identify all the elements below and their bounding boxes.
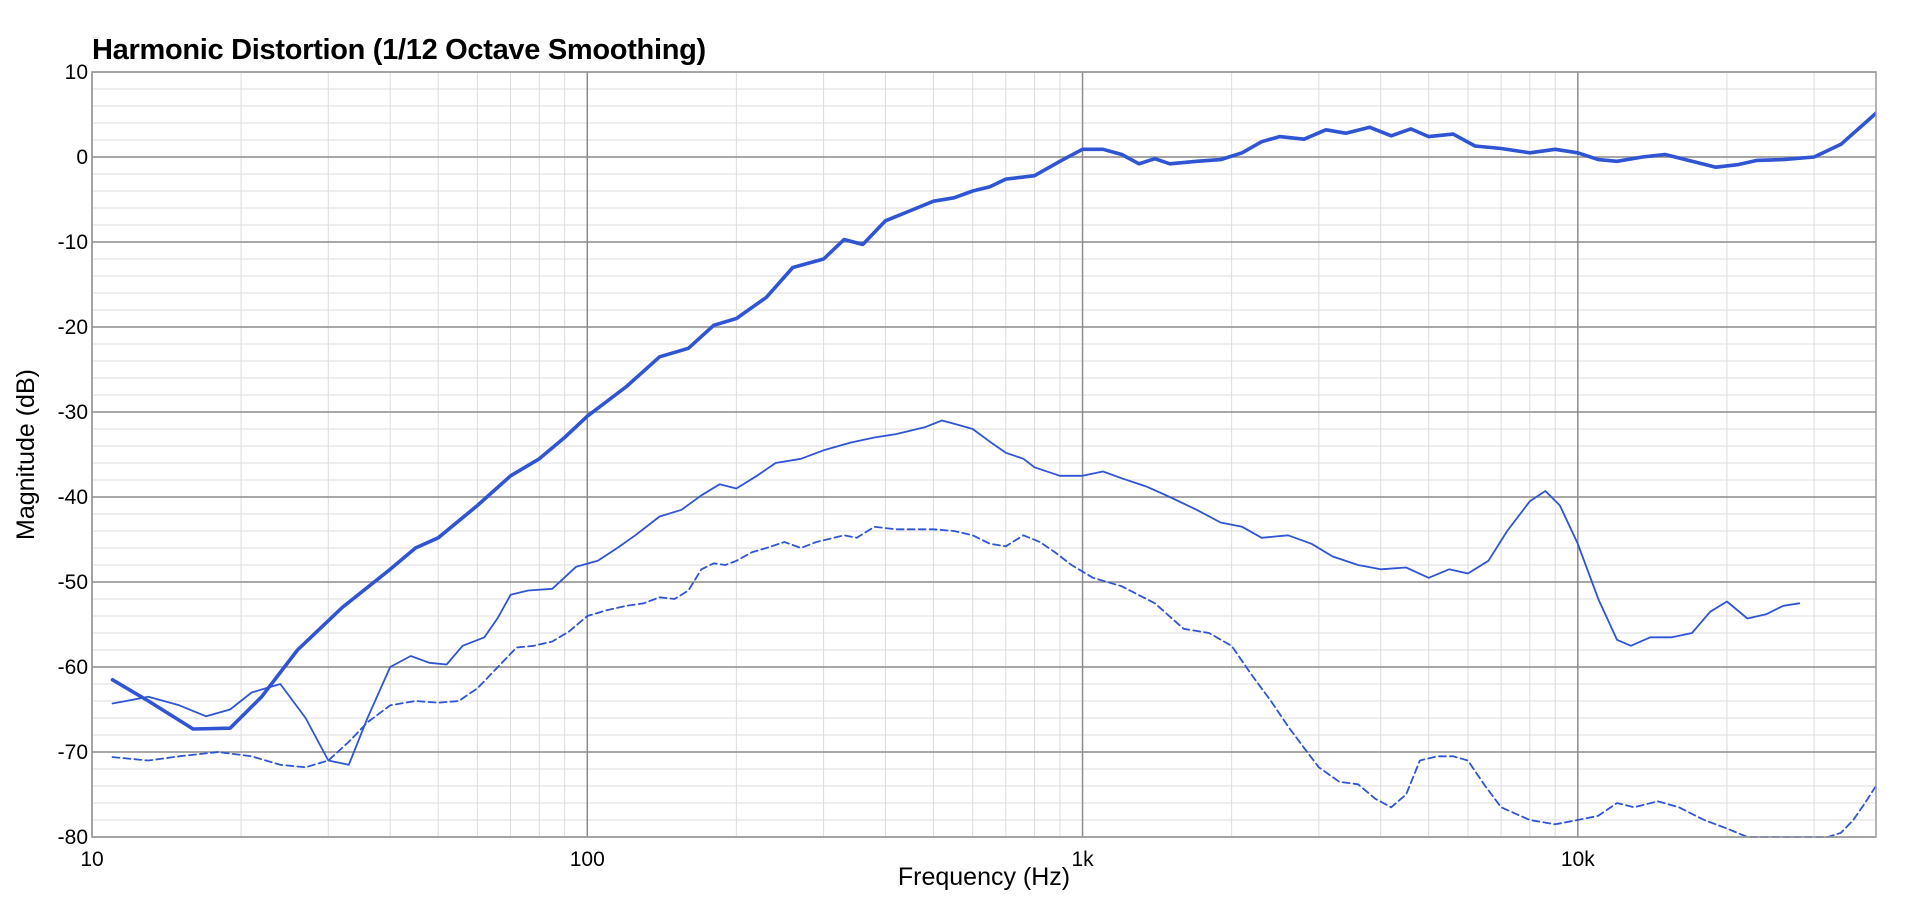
minor-grid — [92, 72, 1876, 837]
y-tick-label: -20 — [58, 316, 88, 339]
x-tick-label: 100 — [570, 848, 605, 871]
y-axis-label: Magnitude (dB) — [12, 369, 40, 540]
y-tick-label: -50 — [58, 571, 88, 594]
y-tick-label: -30 — [58, 401, 88, 424]
x-tick-label: 10 — [80, 848, 103, 871]
y-tick-label: -60 — [58, 656, 88, 679]
y-tick-label: -80 — [58, 826, 88, 849]
y-axis-ticks: 10 0 -10 -20 -30 -40 -50 -60 -70 -80 — [58, 61, 88, 849]
series-line-thin — [111, 419, 1801, 766]
major-grid — [91, 71, 1876, 838]
y-tick-label: -40 — [58, 486, 88, 509]
series-layer — [110, 110, 1876, 838]
x-tick-label: 1k — [1071, 848, 1094, 871]
series-line-dashed — [111, 525, 1876, 838]
series-line-thick — [110, 110, 1876, 731]
x-tick-label: 10k — [1561, 848, 1595, 871]
y-tick-label: 0 — [76, 146, 88, 169]
y-tick-label: -70 — [58, 741, 88, 764]
x-axis-label: Frequency (Hz) — [898, 863, 1070, 891]
y-tick-label: -10 — [58, 231, 88, 254]
x-axis-ticks: 10 100 1k 10k — [80, 848, 1595, 871]
plot-frame — [91, 71, 1877, 838]
y-tick-label: 10 — [65, 61, 88, 84]
chart-title: Harmonic Distortion (1/12 Octave Smoothi… — [92, 34, 706, 66]
